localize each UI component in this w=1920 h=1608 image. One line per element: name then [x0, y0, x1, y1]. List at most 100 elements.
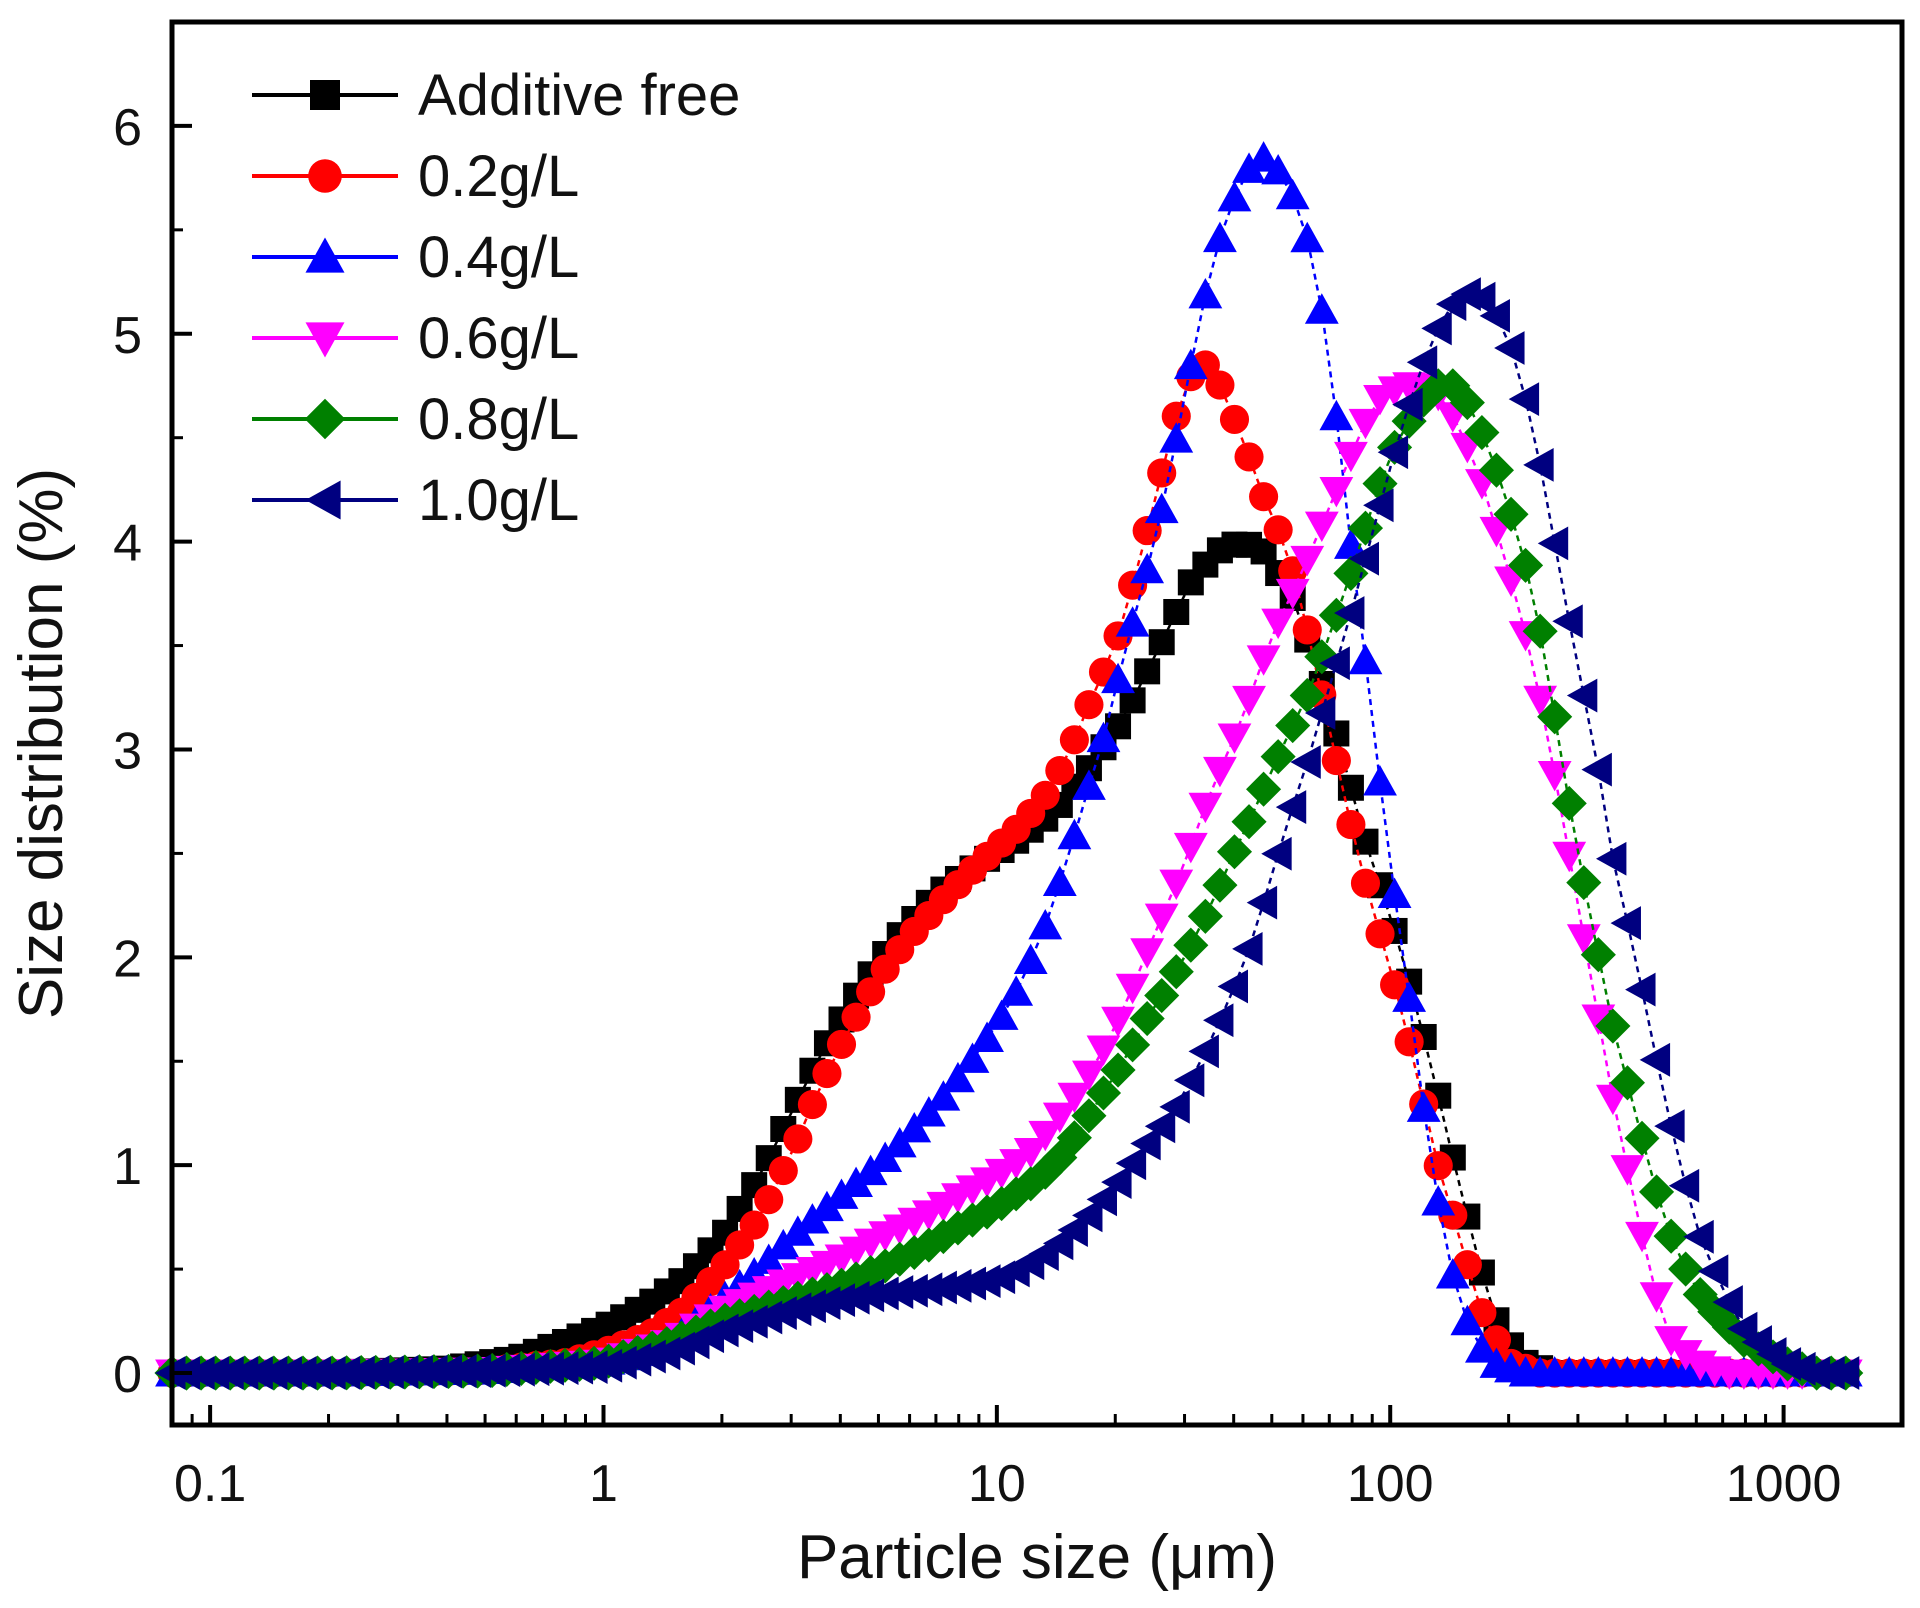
data-point [1566, 865, 1602, 901]
data-point [783, 1124, 813, 1154]
data-point [1072, 1060, 1106, 1092]
data-point [999, 975, 1034, 1006]
data-point [1028, 1120, 1063, 1152]
data-point [1246, 645, 1281, 676]
data-point [1056, 1120, 1092, 1156]
data-point [1188, 792, 1223, 824]
data-point [1130, 1126, 1161, 1161]
data-point [1377, 435, 1409, 470]
data-point [1072, 769, 1106, 800]
data-point [1450, 1304, 1485, 1336]
data-point [1057, 1213, 1088, 1247]
data-point [1290, 221, 1325, 253]
data-point [591, 1348, 623, 1383]
data-point [1319, 646, 1350, 681]
data-point [1144, 903, 1179, 935]
legend-label: 1.0g/L [418, 468, 579, 533]
data-point [1130, 552, 1165, 584]
data-point [941, 1268, 972, 1303]
data-point [1188, 1034, 1219, 1069]
data-point [1537, 760, 1572, 792]
data-point [1249, 482, 1279, 512]
data-point [1319, 399, 1354, 431]
y-tick-label: 0 [113, 1346, 142, 1404]
data-point [1013, 1138, 1048, 1169]
data-point [1365, 919, 1395, 949]
data-point [1508, 382, 1540, 416]
data-point [1042, 865, 1077, 897]
data-point [1246, 885, 1278, 920]
data-point [1304, 696, 1336, 730]
data-point [1319, 476, 1354, 508]
legend-item: 0.2g/L [252, 144, 579, 209]
data-point [1421, 1185, 1456, 1216]
data-point [1334, 441, 1368, 473]
data-point [911, 1272, 943, 1307]
data-point [1275, 790, 1307, 824]
data-point [1625, 1221, 1659, 1253]
data-point [533, 1351, 564, 1386]
plot-frame [169, 19, 1905, 1428]
y-tick-label: 6 [113, 99, 142, 157]
data-point [1159, 869, 1194, 901]
data-point [1581, 752, 1612, 787]
data-point [1522, 613, 1558, 649]
data-point [955, 1042, 990, 1073]
data-point [1537, 699, 1573, 735]
legend-marker [308, 159, 342, 193]
data-point [1508, 547, 1544, 583]
data-point [1246, 771, 1282, 807]
data-point [1609, 1065, 1646, 1101]
data-point [1187, 898, 1223, 934]
data-point [926, 1080, 961, 1111]
data-point [1275, 707, 1311, 744]
y-tick-label: 3 [113, 722, 142, 780]
x-tick-label: 1000 [1726, 1455, 1842, 1513]
data-point [1551, 785, 1587, 821]
data-point [1159, 1089, 1190, 1124]
data-point [1163, 598, 1190, 625]
data-point [1115, 1027, 1151, 1063]
data-point [739, 1210, 769, 1240]
data-point [1394, 1027, 1424, 1057]
data-point [1261, 153, 1296, 185]
data-point [1057, 818, 1092, 850]
y-tick-label: 1 [113, 1138, 142, 1196]
legend-marker [305, 480, 341, 520]
data-point [1479, 298, 1510, 333]
legend-label: Additive free [418, 63, 740, 128]
data-point [1173, 927, 1209, 963]
y-tick-label: 5 [113, 307, 142, 365]
data-point [1144, 492, 1179, 524]
series-4 [154, 368, 1864, 1391]
data-point [1059, 725, 1089, 755]
data-point [926, 1270, 957, 1305]
data-point [475, 1353, 506, 1388]
data-point [1148, 629, 1175, 656]
series-5 [155, 277, 1860, 1390]
data-point [1086, 1035, 1121, 1066]
data-point [1115, 606, 1150, 637]
data-point [897, 1273, 928, 1308]
data-point [1275, 578, 1310, 610]
data-point [1217, 180, 1252, 212]
data-point [1115, 973, 1150, 1005]
legend-marker [310, 80, 340, 110]
data-point [841, 1002, 871, 1032]
series-layer [154, 141, 1864, 1391]
data-point [1042, 1226, 1074, 1261]
data-point [1464, 414, 1500, 451]
data-point [1348, 643, 1383, 675]
data-point [1348, 541, 1379, 576]
data-point [1086, 721, 1121, 753]
data-point [1290, 745, 1321, 779]
data-point [1610, 1155, 1645, 1186]
data-point [1668, 1340, 1703, 1371]
data-point [1625, 972, 1656, 1007]
legend-label: 0.6g/L [418, 306, 579, 371]
data-point [1478, 452, 1515, 488]
data-point [1115, 1146, 1147, 1181]
data-point [795, 1289, 826, 1324]
data-point [1134, 658, 1161, 685]
